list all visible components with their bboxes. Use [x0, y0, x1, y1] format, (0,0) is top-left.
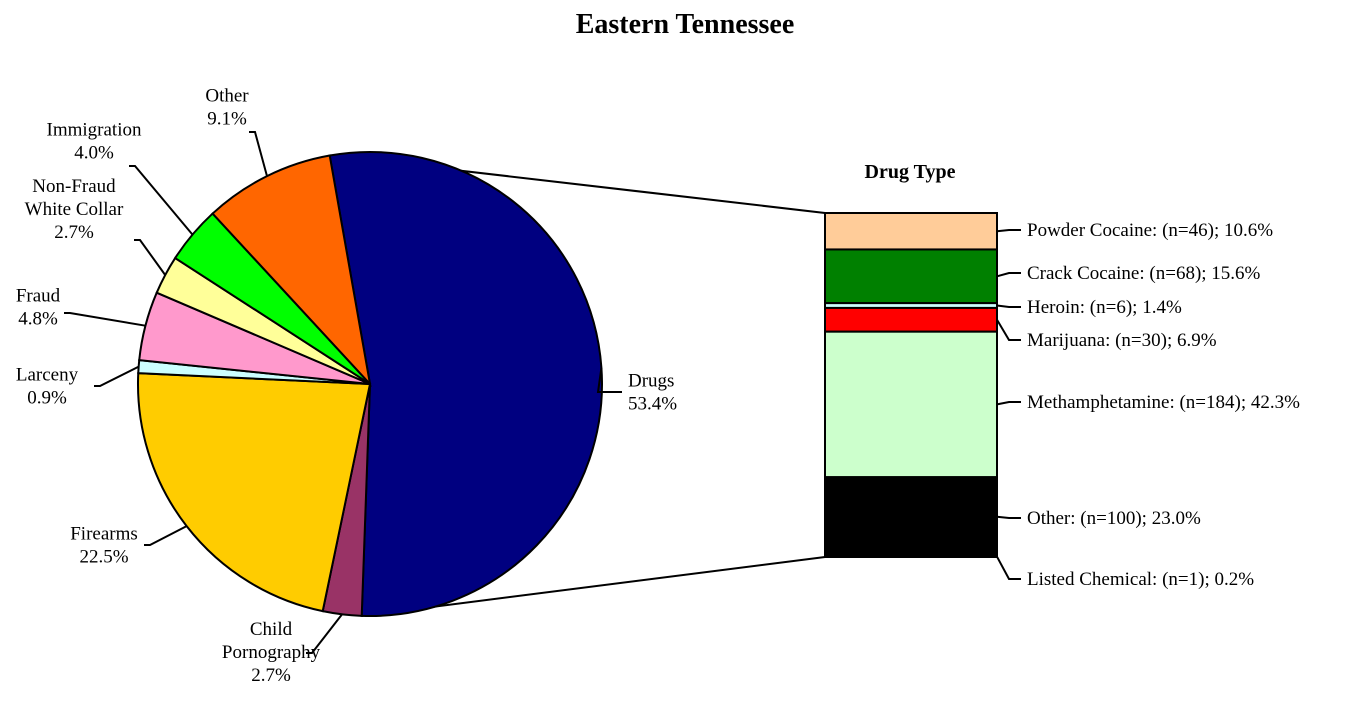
- bar-label-crack-cocaine: Crack Cocaine: (n=68); 15.6%: [1027, 263, 1261, 284]
- bar-leader-methamphetamine: [996, 401, 1021, 406]
- pie-slice-firearms: [137, 372, 372, 613]
- bar-leader-powder-cocaine: [996, 229, 1021, 233]
- pie-labels: Drugs 53.4% Child Pornography 2.7% Firearms 22…: [16, 86, 677, 687]
- bar-segment-listed-chemical: [824, 555, 998, 558]
- leader-line-drugs: [596, 367, 622, 393]
- leader-line-child-pornography: [306, 613, 343, 654]
- pie-label-immigration: Immigration 4.0%: [47, 120, 142, 164]
- chart-title: Eastern Tennessee: [576, 9, 795, 40]
- bar-segment-other: [824, 476, 998, 558]
- pie-label-firearms: Firearms 22.5%: [70, 524, 138, 568]
- leader-line-other: [249, 131, 268, 177]
- pie-label-larceny: Larceny 0.9%: [16, 365, 79, 409]
- pie-label-child-pornography: Child Pornography 2.7%: [222, 619, 321, 686]
- bar-leader-crack-cocaine: [996, 272, 1021, 278]
- leader-line-non-fraud-white-collar: [134, 239, 167, 276]
- stacked-bar: [824, 212, 998, 558]
- drug-type-title: Drug Type: [865, 161, 956, 183]
- bar-labels: Powder Cocaine: (n=46); 10.6% Crack Cocai…: [996, 220, 1300, 590]
- bar-label-marijuana: Marijuana: (n=30); 6.9%: [1027, 330, 1217, 351]
- pie-label-fraud: Fraud 4.8%: [16, 286, 61, 330]
- bar-leader-marijuana: [996, 319, 1021, 341]
- leader-line-larceny: [94, 365, 140, 387]
- bar-segment-powder-cocaine: [824, 212, 998, 251]
- pie-chart: [137, 151, 603, 617]
- bar-label-listed-chemical: Listed Chemical: (n=1); 0.2%: [1027, 569, 1254, 590]
- bar-segment-methamphetamine: [824, 330, 998, 479]
- bar-label-heroin: Heroin: (n=6); 1.4%: [1027, 297, 1182, 318]
- pie-label-other: Other 9.1%: [205, 86, 249, 130]
- pie-slice-other: [211, 154, 372, 388]
- leader-line-immigration: [129, 165, 194, 236]
- bar-segment-marijuana: [824, 306, 998, 333]
- leader-line-fraud: [64, 312, 146, 327]
- pie-label-non-fraud-white-collar: Non-Fraud White Collar 2.7%: [25, 176, 124, 243]
- leader-line-firearms: [144, 525, 188, 546]
- bar-label-other: Other: (n=100); 23.0%: [1027, 508, 1201, 529]
- bar-segment-crack-cocaine: [824, 248, 998, 305]
- bar-leader-other: [996, 515, 1021, 519]
- bar-leader-listed-chemical: [996, 556, 1021, 580]
- bar-label-powder-cocaine: Powder Cocaine: (n=46); 10.6%: [1027, 220, 1273, 241]
- bar-label-methamphetamine: Methamphetamine: (n=184); 42.3%: [1027, 392, 1300, 413]
- pie-label-drugs: Drugs 53.4%: [628, 371, 677, 415]
- bar-leader-heroin: [996, 304, 1021, 308]
